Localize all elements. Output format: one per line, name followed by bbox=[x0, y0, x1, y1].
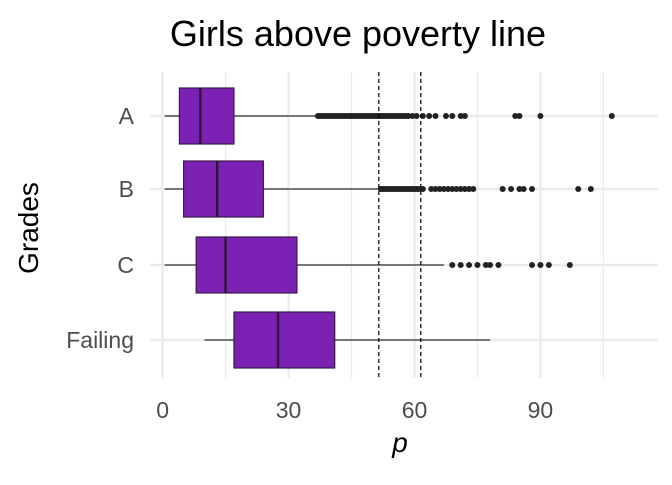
box bbox=[195, 236, 298, 294]
outlier-point bbox=[449, 262, 456, 268]
outlier-point bbox=[449, 113, 456, 119]
outlier-point bbox=[545, 262, 552, 268]
x-tick-label: 90 bbox=[528, 397, 554, 423]
outlier-point bbox=[426, 113, 433, 119]
outlier-point bbox=[566, 262, 573, 268]
outlier-point bbox=[428, 186, 435, 192]
outlier-point bbox=[413, 113, 420, 119]
outlier-point bbox=[449, 186, 456, 192]
outlier-point bbox=[442, 113, 449, 119]
outlier-point bbox=[457, 113, 464, 119]
y-axis-label: Grades bbox=[13, 182, 44, 274]
outlier-point bbox=[461, 113, 468, 119]
outlier-point bbox=[457, 262, 464, 268]
outlier-point bbox=[466, 186, 473, 192]
outlier-point bbox=[537, 113, 544, 119]
outlier-point bbox=[516, 113, 523, 119]
y-tick-label: C bbox=[117, 252, 134, 278]
outlier-point bbox=[495, 262, 502, 268]
outlier-point bbox=[457, 186, 464, 192]
outlier-point bbox=[529, 262, 536, 268]
plot-area: 0 30 60 90 A B C Failing bbox=[66, 72, 658, 423]
outlier-point bbox=[499, 186, 506, 192]
x-tick-label: 60 bbox=[402, 397, 428, 423]
outlier-point bbox=[432, 186, 439, 192]
outlier-point bbox=[537, 262, 544, 268]
outlier-point bbox=[461, 186, 468, 192]
outlier-point bbox=[405, 113, 412, 119]
outlier-point bbox=[409, 113, 416, 119]
outlier-point bbox=[482, 262, 489, 268]
outlier-point bbox=[470, 186, 477, 192]
y-tick-label: Failing bbox=[66, 327, 134, 353]
outlier-point bbox=[587, 186, 594, 192]
outlier-point bbox=[440, 186, 447, 192]
box bbox=[182, 160, 264, 218]
box bbox=[178, 87, 235, 145]
outlier-point bbox=[516, 186, 523, 192]
outlier-point bbox=[520, 186, 527, 192]
outlier-point bbox=[466, 262, 473, 268]
outlier-point bbox=[453, 186, 460, 192]
x-tick-label: 0 bbox=[156, 397, 169, 423]
outlier-point bbox=[474, 262, 481, 268]
outlier-point bbox=[529, 186, 536, 192]
outlier-point bbox=[445, 186, 452, 192]
outlier-point bbox=[487, 262, 494, 268]
box bbox=[233, 311, 336, 369]
x-tick-label: 30 bbox=[276, 397, 302, 423]
y-tick-label: B bbox=[119, 176, 134, 202]
outlier-point bbox=[432, 113, 439, 119]
outlier-point bbox=[512, 113, 519, 119]
x-axis-label: p bbox=[391, 427, 408, 458]
chart-title: Girls above poverty line bbox=[170, 13, 546, 54]
outlier-point bbox=[436, 186, 443, 192]
outlier-point bbox=[608, 113, 615, 119]
y-tick-label: A bbox=[119, 103, 135, 129]
outlier-point bbox=[575, 186, 582, 192]
outlier-point bbox=[508, 186, 515, 192]
